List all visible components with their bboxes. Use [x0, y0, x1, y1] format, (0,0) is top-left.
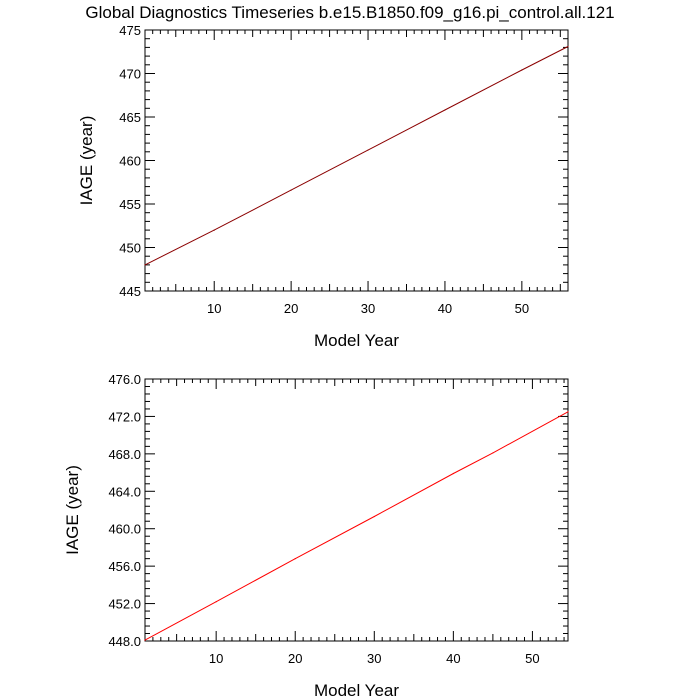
chart-1-y-tick-label: 455: [119, 197, 141, 212]
chart-1-data-point: [144, 264, 146, 266]
chart-1-data-point: [367, 149, 369, 151]
chart-1-x-tick-label: 40: [438, 301, 452, 316]
chart-2-y-axis-label: IAGE (year): [63, 465, 82, 555]
chart-1-y-tick-label: 470: [119, 67, 141, 82]
chart-1-x-tick-label: 20: [284, 301, 298, 316]
chart-2-y-tick-label: 460.0: [108, 522, 141, 537]
chart-2-y-tick-label: 464.0: [108, 484, 141, 499]
chart-2-data-point: [452, 472, 454, 475]
chart-1-data-point: [213, 229, 215, 231]
chart-2-x-tick-label: 50: [525, 651, 539, 666]
chart-1-y-tick-label: 450: [119, 241, 141, 256]
chart-2-series-line-1: [144, 411, 569, 641]
chart-2-x-tick-label: 40: [446, 651, 460, 666]
chart-2-y-tick-label: 476.0: [108, 372, 141, 387]
chart-1-y-tick-label: 475: [119, 23, 141, 38]
chart-1-y-tick-label: 465: [119, 110, 141, 125]
chart-2-y-tick-label: 468.0: [108, 447, 141, 462]
chart-2-x-tick-label: 30: [367, 651, 381, 666]
chart-1-x-tick-label: 30: [361, 301, 375, 316]
chart-2-y-tick-label: 456.0: [108, 559, 141, 574]
chart-1-y-tick-label: 460: [119, 154, 141, 169]
chart-1-y-axis-label: IAGE (year): [77, 116, 96, 206]
chart-1-data-point: [521, 69, 523, 71]
chart-1-series-line-1: [144, 46, 569, 266]
chart-2-data-point: [294, 558, 296, 560]
chart-1-x-tick-label: 50: [515, 301, 529, 316]
chart-2-y-tick-label: 452.0: [108, 597, 141, 612]
chart-1-plot-frame: [144, 29, 569, 292]
chart-1-data-point: [567, 45, 569, 48]
chart-1-x-tick-label: 10: [207, 301, 221, 316]
chart-1-data-point: [444, 109, 446, 111]
chart-1-data-point: [290, 189, 292, 191]
chart-2-data-point: [215, 601, 217, 603]
chart-2-x-tick-label: 20: [288, 651, 302, 666]
chart-2-data-point: [492, 452, 494, 454]
chart-1-x-axis-label: Model Year: [314, 331, 399, 350]
chart-2-data-point: [373, 515, 375, 518]
chart-2-data-point: [144, 639, 146, 641]
chart-2-y-tick-label: 472.0: [108, 409, 141, 424]
chart-1-title: Global Diagnostics Timeseries b.e15.B185…: [85, 3, 614, 22]
chart-2-data-point: [567, 411, 569, 413]
chart-2-y-tick-label: 448.0: [108, 634, 141, 649]
chart-2-x-tick-label: 10: [209, 651, 223, 666]
chart-2-plot-frame: [144, 378, 569, 642]
chart-2-x-axis-label: Model Year: [314, 681, 399, 700]
chart-1-y-tick-label: 445: [119, 284, 141, 299]
